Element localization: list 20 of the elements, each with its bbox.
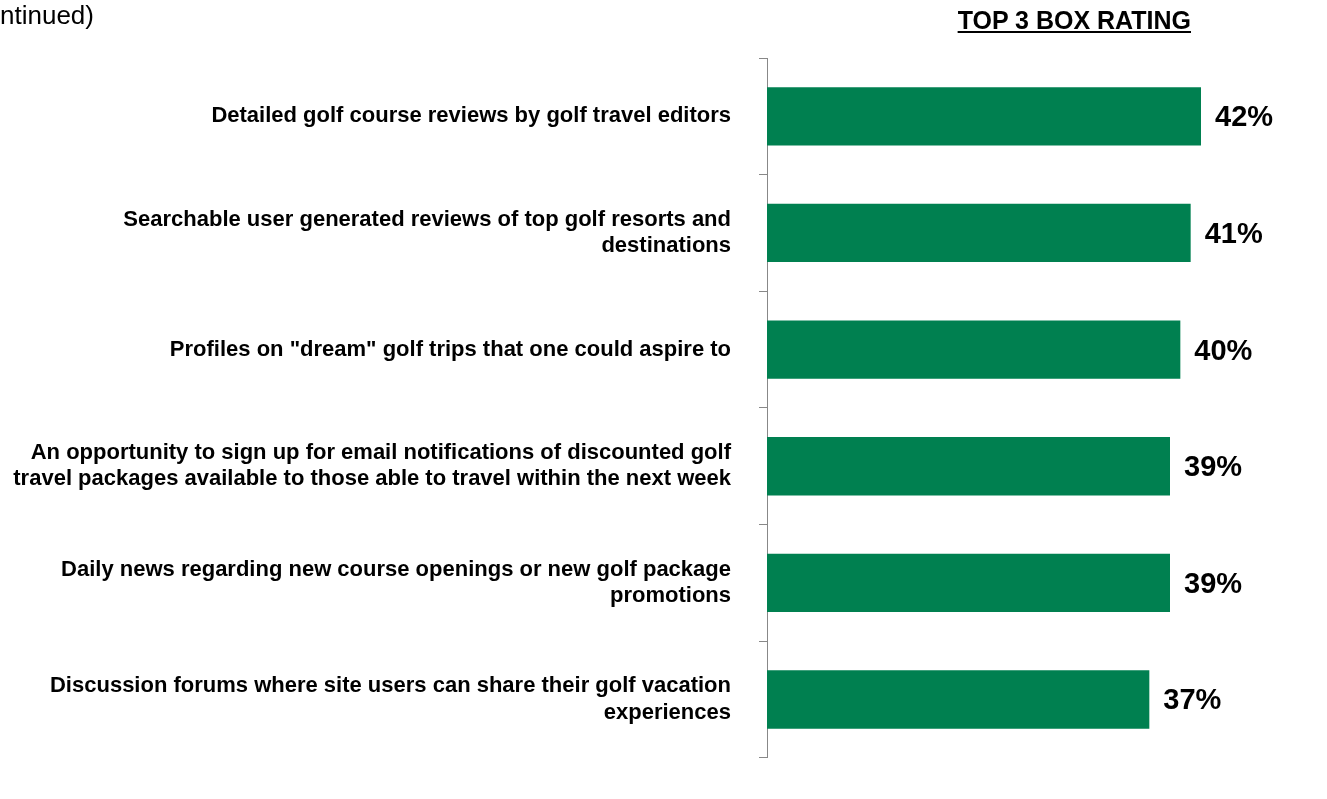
text: ntinued) bbox=[0, 0, 94, 30]
bar bbox=[767, 553, 1170, 613]
bar bbox=[767, 203, 1191, 263]
bar bbox=[767, 670, 1150, 729]
y-tick-label: Discussion forums where site users can share their golf vacation experiences bbox=[49, 672, 731, 724]
data-label: 41% bbox=[1204, 216, 1263, 249]
data-label: 39% bbox=[1184, 450, 1243, 483]
chart-title: TOP 3 BOX RATING bbox=[957, 6, 1191, 35]
data-label: 39% bbox=[1184, 566, 1243, 599]
data-label: 42% bbox=[1215, 100, 1274, 133]
data-label: 37% bbox=[1163, 683, 1222, 716]
data-label: 40% bbox=[1194, 333, 1253, 366]
y-tick-label: Profiles on "dream" golf trips that one could aspire to bbox=[169, 335, 731, 361]
y-tick-label: Detailed golf course reviews by golf travel editors bbox=[211, 102, 731, 128]
bar bbox=[767, 437, 1170, 496]
y-tick-label: An opportunity to sign up for email notifications of discounted golf travel packages available to those able to travel within the next week bbox=[13, 439, 732, 491]
bar bbox=[767, 320, 1181, 379]
y-tick-label: Searchable user generated reviews of top golf resorts and destinations bbox=[123, 205, 731, 258]
bar bbox=[767, 87, 1201, 146]
y-tick-label: Daily news regarding new course openings or new golf package promotions bbox=[61, 555, 731, 608]
